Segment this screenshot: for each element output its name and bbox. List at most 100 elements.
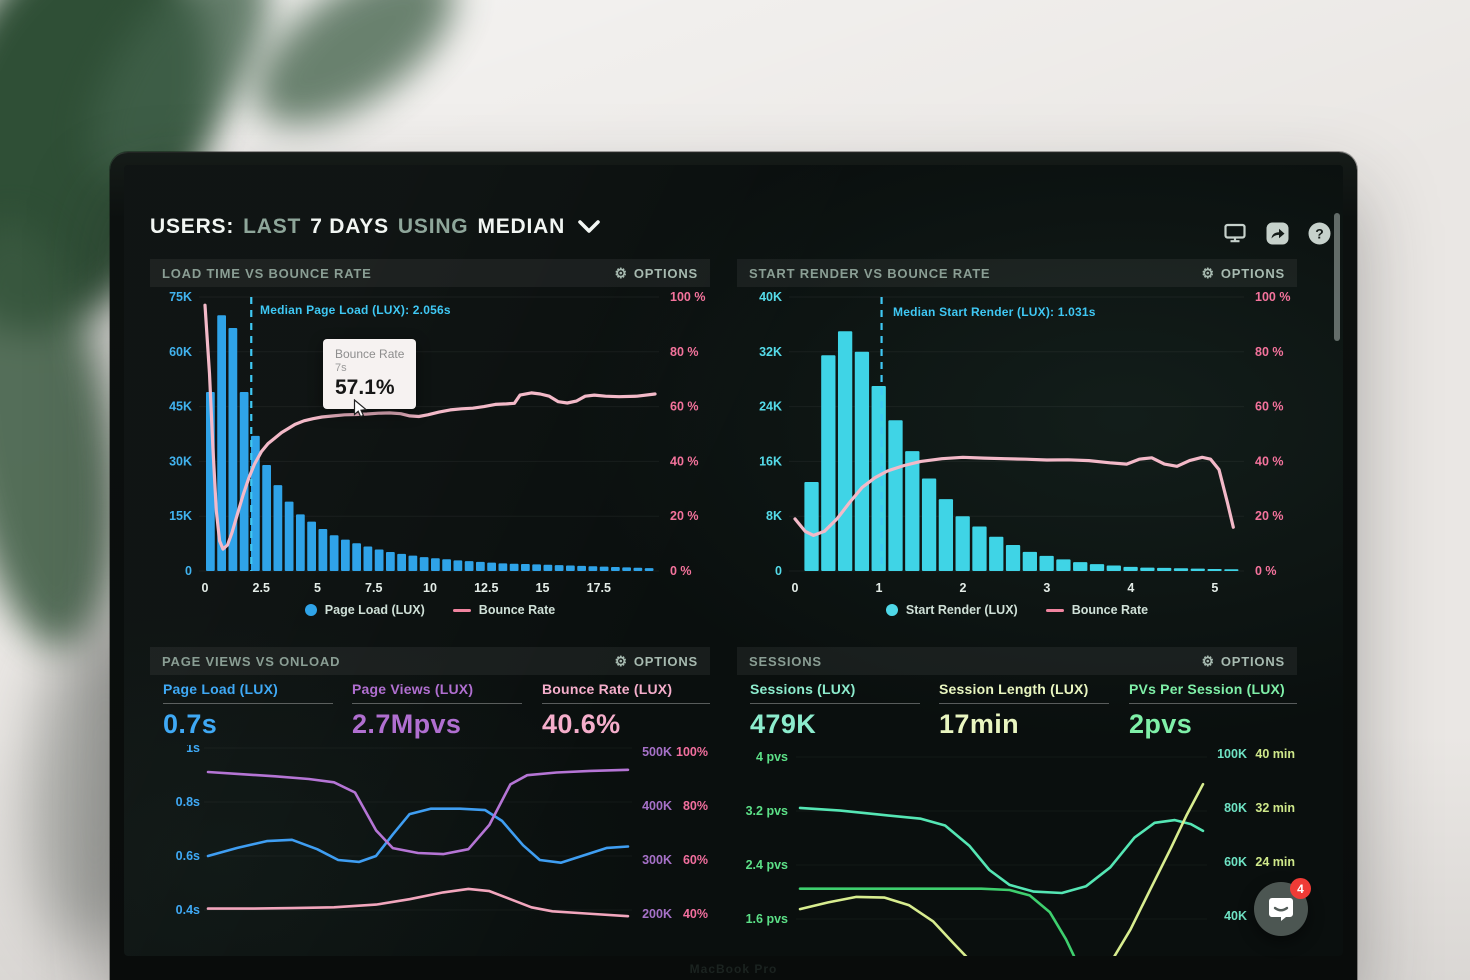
header-segment: USING bbox=[397, 215, 469, 238]
svg-text:75K: 75K bbox=[169, 290, 192, 304]
scrollbar[interactable] bbox=[1334, 213, 1340, 341]
header-segment: USERS: bbox=[150, 215, 235, 238]
header-segment: 7 DAYS bbox=[310, 215, 389, 238]
svg-text:80 %: 80 % bbox=[1255, 345, 1284, 359]
svg-text:60 %: 60 % bbox=[1255, 400, 1284, 414]
share-icon[interactable] bbox=[1264, 221, 1290, 245]
dashboard-header: USERS: LAST 7 DAYS USING MEDIAN bbox=[150, 215, 600, 239]
svg-text:0: 0 bbox=[185, 564, 192, 578]
legend-label: Start Render (LUX) bbox=[905, 603, 1018, 617]
svg-text:?: ? bbox=[1315, 225, 1324, 241]
start-render-chart-canvas[interactable]: 40K 32K 24K 16K 8K 0 100 % 80 % 60 % 40 % 20 % 0 % 0… bbox=[737, 287, 1297, 597]
panel-title: LOAD TIME VS BOUNCE RATE bbox=[162, 265, 372, 281]
gear-icon: ⚙ bbox=[614, 265, 628, 281]
svg-text:100 %: 100 % bbox=[670, 290, 705, 304]
svg-text:400K: 400K bbox=[642, 799, 672, 813]
metric-row: Sessions (LUX) 479K Session Length (LUX)… bbox=[737, 675, 1297, 745]
page-views-chart-canvas[interactable]: 1s 0.8s 0.6s 0.4s 500K 400K 300K 200K 100% 80% 60%… bbox=[150, 745, 710, 956]
svg-text:40 %: 40 % bbox=[1255, 454, 1284, 468]
panel-title: SESSIONS bbox=[749, 653, 822, 669]
notification-badge: 4 bbox=[1290, 878, 1311, 899]
metric-value: 40.6% bbox=[542, 709, 621, 739]
svg-text:80%: 80% bbox=[683, 799, 708, 813]
tooltip-subtitle: 7s bbox=[335, 362, 347, 374]
metric-label: Session Length (LUX) bbox=[939, 681, 1089, 697]
metric-underline bbox=[939, 703, 1109, 704]
help-icon[interactable]: ? bbox=[1306, 221, 1332, 245]
metric-sessions: Sessions (LUX) 479K bbox=[750, 681, 920, 740]
options-button[interactable]: ⚙ OPTIONS bbox=[1202, 266, 1285, 281]
svg-text:300K: 300K bbox=[642, 853, 672, 867]
metric-value: 479K bbox=[750, 709, 817, 739]
svg-text:40 min: 40 min bbox=[1255, 747, 1295, 761]
laptop: USERS: LAST 7 DAYS USING MEDIAN ? bbox=[110, 152, 1357, 980]
options-button[interactable]: ⚙ OPTIONS bbox=[615, 654, 698, 669]
chart-legend: Page Load (LUX) Bounce Rate bbox=[150, 597, 710, 623]
svg-text:12.5: 12.5 bbox=[474, 581, 498, 595]
legend-dot-icon bbox=[304, 604, 317, 616]
legend-item: Start Render (LUX) bbox=[885, 603, 1018, 617]
svg-text:0: 0 bbox=[775, 564, 782, 578]
panel-header: PAGE VIEWS VS ONLOAD ⚙ OPTIONS bbox=[150, 647, 710, 675]
display-icon[interactable] bbox=[1222, 221, 1248, 245]
load-time-chart-canvas[interactable]: 75K 60K 45K 30K 15K 0 100 % 80 % 60 % 40 % 20 % 0 %… bbox=[150, 287, 710, 597]
svg-text:80 %: 80 % bbox=[670, 345, 699, 359]
metric-label: Page Load (LUX) bbox=[163, 681, 279, 697]
sessions-chart-canvas[interactable]: 4 pvs 3.2 pvs 2.4 pvs 1.6 pvs 100K 80K 60K 40K 4… bbox=[737, 745, 1297, 956]
svg-text:20 %: 20 % bbox=[1255, 509, 1284, 523]
metric-label: Sessions (LUX) bbox=[750, 681, 856, 697]
metric-underline bbox=[1129, 703, 1297, 704]
svg-text:4 pvs: 4 pvs bbox=[756, 750, 788, 764]
tooltip-title: Bounce Rate bbox=[335, 347, 405, 361]
laptop-brand-label: MacBook Pro bbox=[689, 962, 778, 976]
options-label: OPTIONS bbox=[1220, 265, 1285, 281]
svg-text:17.5: 17.5 bbox=[587, 581, 611, 595]
svg-text:60%: 60% bbox=[683, 853, 708, 867]
svg-text:20 %: 20 % bbox=[670, 509, 699, 523]
svg-text:32 min: 32 min bbox=[1255, 801, 1295, 815]
metric-underline bbox=[750, 703, 920, 704]
panel-sessions: SESSIONS ⚙ OPTIONS Sessions (LUX) 479K S… bbox=[737, 647, 1297, 956]
svg-text:45K: 45K bbox=[169, 400, 192, 414]
svg-text:15K: 15K bbox=[169, 509, 192, 523]
legend-item: Bounce Rate bbox=[1045, 603, 1148, 617]
median-annotation: Median Page Load (LUX): 2.056s bbox=[260, 303, 451, 317]
svg-text:3: 3 bbox=[1043, 581, 1050, 595]
svg-text:8K: 8K bbox=[766, 509, 782, 523]
panel-title: START RENDER VS BOUNCE RATE bbox=[749, 265, 991, 281]
svg-text:0: 0 bbox=[202, 581, 209, 595]
svg-text:24K: 24K bbox=[759, 400, 782, 414]
options-label: OPTIONS bbox=[633, 653, 698, 669]
metric-page-load: Page Load (LUX) 0.7s bbox=[163, 681, 333, 740]
svg-text:1: 1 bbox=[875, 581, 882, 595]
svg-text:10: 10 bbox=[423, 581, 437, 595]
svg-text:24 min: 24 min bbox=[1255, 855, 1295, 869]
svg-text:1s: 1s bbox=[186, 745, 200, 755]
header-segment: LAST bbox=[243, 215, 302, 238]
svg-text:5: 5 bbox=[314, 581, 321, 595]
panel-page-views-vs-onload: PAGE VIEWS VS ONLOAD ⚙ OPTIONS Page Load… bbox=[150, 647, 710, 956]
svg-text:40K: 40K bbox=[1224, 909, 1247, 923]
chat-launcher-button[interactable]: 4 bbox=[1254, 878, 1311, 936]
svg-text:7.5: 7.5 bbox=[365, 581, 382, 595]
svg-text:15: 15 bbox=[536, 581, 550, 595]
header-segment: MEDIAN bbox=[477, 215, 566, 238]
gear-icon: ⚙ bbox=[1201, 265, 1215, 281]
panel-header: SESSIONS ⚙ OPTIONS bbox=[737, 647, 1297, 675]
options-button[interactable]: ⚙ OPTIONS bbox=[615, 266, 698, 281]
svg-text:100 %: 100 % bbox=[1255, 290, 1290, 304]
svg-text:100%: 100% bbox=[676, 745, 708, 759]
svg-text:40 %: 40 % bbox=[670, 454, 699, 468]
tooltip-value: 57.1% bbox=[335, 376, 395, 399]
panel-header: LOAD TIME VS BOUNCE RATE ⚙ OPTIONS bbox=[150, 259, 710, 287]
options-button[interactable]: ⚙ OPTIONS bbox=[1202, 654, 1285, 669]
panel-load-time-vs-bounce-rate: LOAD TIME VS BOUNCE RATE ⚙ OPTIONS 75K 60… bbox=[150, 259, 710, 627]
gear-icon: ⚙ bbox=[1201, 653, 1215, 669]
svg-text:0.4s: 0.4s bbox=[176, 903, 200, 917]
chevron-down-icon[interactable] bbox=[578, 220, 600, 234]
metric-label: PVs Per Session (LUX) bbox=[1129, 681, 1285, 697]
svg-text:0.8s: 0.8s bbox=[176, 795, 200, 809]
legend-line-icon bbox=[452, 608, 471, 612]
panel-header: START RENDER VS BOUNCE RATE ⚙ OPTIONS bbox=[737, 259, 1297, 287]
svg-text:500K: 500K bbox=[642, 745, 672, 759]
